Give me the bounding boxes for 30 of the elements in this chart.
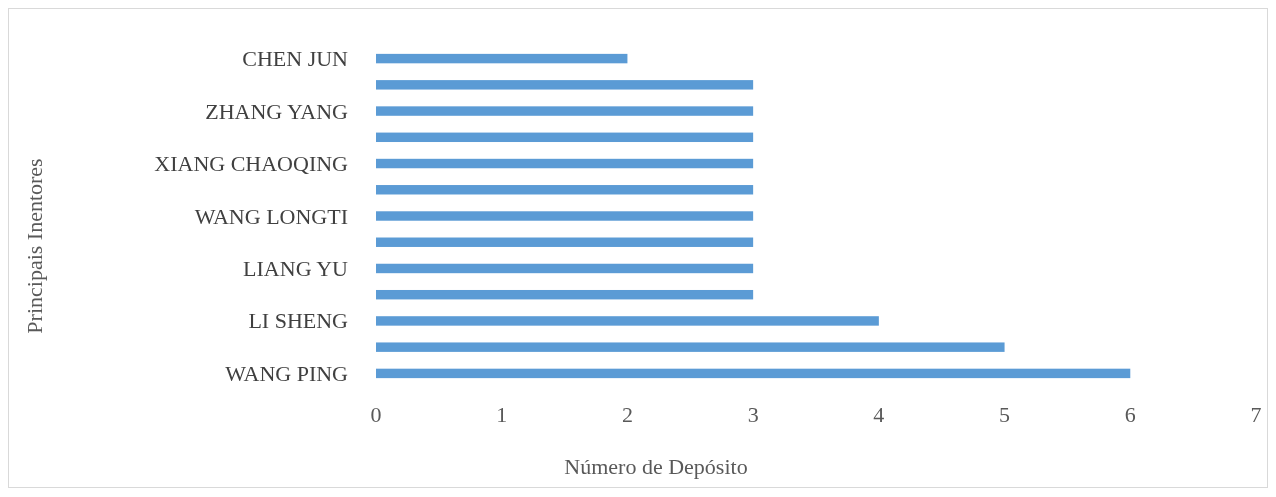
bar	[376, 211, 754, 221]
bar	[376, 106, 754, 116]
x-axis-title: Número de Depósito	[564, 454, 748, 479]
bar	[376, 132, 754, 143]
bar	[376, 342, 1005, 352]
bar	[376, 316, 879, 326]
y-axis-title: Principais Inentores	[22, 158, 47, 334]
y-tick-label: CHEN JUN	[242, 46, 349, 72]
bar	[376, 237, 754, 247]
x-tick-label: 6	[1124, 402, 1136, 427]
bar	[376, 158, 754, 169]
x-tick-label: 4	[873, 402, 885, 427]
x-tick-label: 3	[747, 402, 759, 427]
x-tick-label: 5	[999, 402, 1011, 427]
x-tick-label: 0	[370, 402, 382, 427]
y-tick-label: WANG PING	[225, 360, 349, 386]
bar	[376, 263, 754, 274]
bar	[376, 80, 754, 90]
bar	[376, 185, 754, 195]
x-tick-label: 2	[621, 402, 633, 427]
x-tick-label: 1	[496, 402, 508, 427]
y-tick-label: LI SHENG	[248, 308, 349, 334]
bar	[376, 53, 628, 64]
x-tick-label: 7	[1250, 402, 1262, 427]
y-tick-label: XIANG CHAOQING	[154, 151, 349, 177]
y-tick-label: LIANG YU	[243, 255, 349, 281]
y-tick-label: ZHANG YANG	[205, 98, 349, 124]
y-tick-label: WANG LONGTI	[194, 203, 348, 229]
bar	[376, 368, 1131, 379]
bar	[376, 289, 754, 300]
